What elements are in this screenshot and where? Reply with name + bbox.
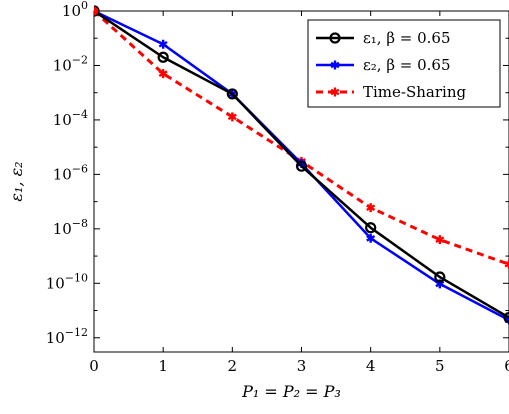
y-axis-label: ε₁, ε₂ (7, 161, 26, 201)
x-tick-label: 2 (228, 357, 238, 375)
x-tick-label: 4 (366, 357, 376, 375)
x-tick-label: 1 (158, 357, 168, 375)
x-tick-label: 0 (89, 357, 99, 375)
legend: ε₁, β = 0.65 ε₂, β = 0.65 Time-Sharing (308, 20, 500, 107)
x-tick-label: 5 (435, 357, 445, 375)
y-tick-label: 10−12 (46, 326, 88, 347)
x-axis-label: P₁ = P₂ = P₃ (241, 382, 341, 401)
y-tick-label: 10−2 (53, 53, 88, 74)
x-tick-label: 6 (504, 357, 509, 375)
y-tick-label: 10−10 (46, 271, 88, 292)
y-tick-label: 10−4 (53, 108, 88, 129)
y-tick-label: 10−6 (53, 162, 88, 183)
y-tick-label: 10−8 (53, 217, 88, 238)
legend-label: ε₂, β = 0.65 (363, 56, 451, 74)
y-tick-label: 100 (62, 0, 88, 20)
legend-label: Time-Sharing (363, 83, 466, 101)
x-tick-label: 3 (297, 357, 307, 375)
start-point-marker (89, 6, 99, 16)
legend-label: ε₁, β = 0.65 (363, 29, 451, 47)
